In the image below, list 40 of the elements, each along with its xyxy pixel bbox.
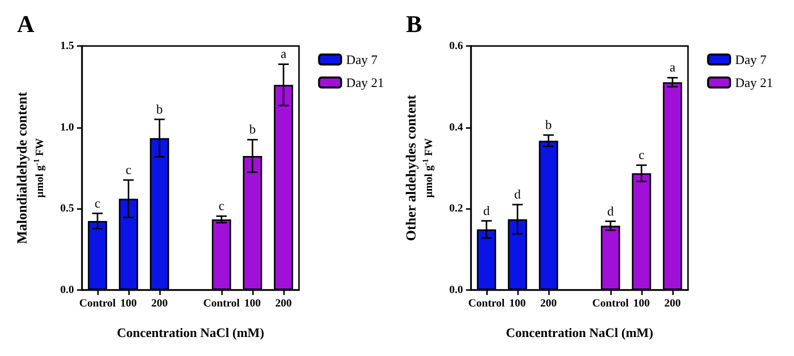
- x-tick-label: Control: [203, 298, 240, 310]
- y-tick-label: 0.4: [449, 121, 464, 134]
- x-tick-label: 100: [633, 298, 650, 310]
- x-tick-label: 200: [540, 298, 558, 310]
- legend-label: Day 7: [346, 52, 378, 67]
- legend-label: Day 21: [346, 75, 384, 90]
- legend-label: Day 21: [735, 75, 774, 90]
- data-label: b: [545, 117, 552, 132]
- data-label: c: [126, 162, 132, 178]
- y-tick-label: 0.0: [60, 284, 74, 296]
- data-label: b: [156, 101, 163, 116]
- x-tick-label: 200: [275, 298, 292, 310]
- chart-title: A: [17, 12, 35, 38]
- x-tick-label: 200: [664, 298, 682, 310]
- data-label: d: [514, 186, 522, 202]
- legend-label: Day 7: [735, 52, 767, 67]
- y-tick-label: 0.2: [449, 202, 464, 215]
- chart-title: B: [406, 12, 422, 38]
- y-tick-label: 1.0: [60, 121, 74, 134]
- x-tick-label: 100: [244, 298, 262, 310]
- y-tick-label: 0.6: [449, 40, 464, 52]
- data-label: c: [94, 195, 101, 210]
- y-tick-label: 1.5: [60, 40, 74, 52]
- data-label: a: [670, 60, 676, 75]
- y-tick-label: 0.0: [449, 284, 464, 296]
- x-tick-label: 200: [151, 298, 168, 310]
- data-label: a: [280, 46, 287, 62]
- data-label: d: [483, 202, 490, 218]
- data-label: b: [249, 122, 256, 137]
- data-label: c: [638, 147, 645, 162]
- data-label: d: [607, 203, 614, 218]
- x-axis-title: Concentration NaCl (mM): [116, 325, 264, 340]
- x-tick-label: 100: [509, 298, 526, 310]
- x-tick-label: Control: [468, 298, 505, 310]
- x-axis-title: Concentration NaCl (mM): [506, 325, 654, 340]
- data-label: c: [218, 198, 225, 214]
- x-tick-label: 100: [120, 298, 138, 310]
- y-tick-label: 0.5: [60, 202, 74, 215]
- x-tick-label: Control: [592, 298, 629, 310]
- x-tick-label: Control: [79, 298, 116, 310]
